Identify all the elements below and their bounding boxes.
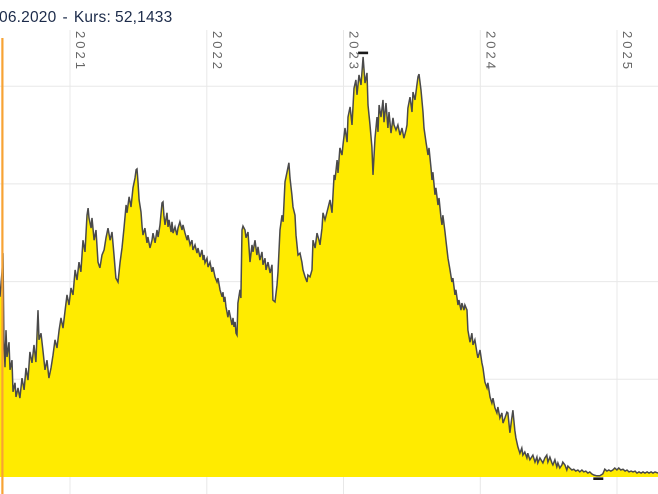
crosshair-readout: 06.2020- Kurs: 52,1433 (0, 9, 172, 27)
x-axis-year-label: 2021 (73, 31, 88, 72)
price-line[interactable] (0, 56, 658, 477)
readout-separator: - (62, 9, 68, 26)
readout-kurs-value: 52,1433 (115, 9, 173, 26)
x-axis-year-label: 2022 (209, 31, 225, 72)
price-area[interactable] (0, 56, 658, 478)
readout-date: 06.2020 (0, 9, 57, 26)
x-axis-year-label: 2024 (483, 31, 499, 72)
x-axis-year-label: 2025 (620, 31, 635, 72)
x-axis-year-label: 2023 (346, 31, 362, 72)
readout-kurs-label: Kurs: (73, 9, 111, 26)
